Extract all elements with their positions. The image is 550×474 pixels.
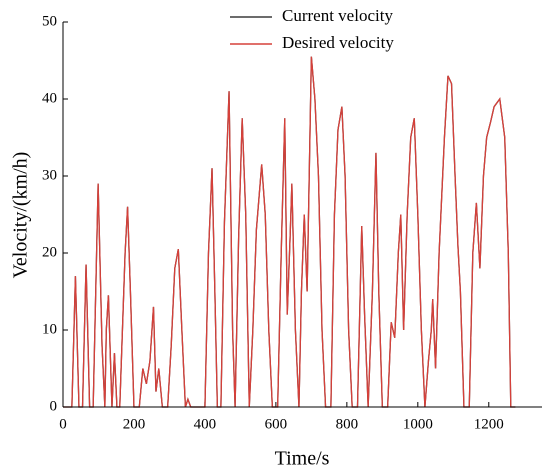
y-tick-label: 40 <box>42 90 57 106</box>
legend-label: Current velocity <box>282 6 393 25</box>
x-tick-label: 800 <box>336 416 359 432</box>
x-tick-label: 0 <box>59 416 67 432</box>
y-tick-label: 50 <box>42 13 57 29</box>
y-tick-label: 30 <box>42 167 57 183</box>
y-tick-label: 20 <box>42 244 57 260</box>
y-tick-label: 0 <box>50 398 58 414</box>
y-tick-label: 10 <box>42 321 57 337</box>
x-tick-label: 1000 <box>403 416 433 432</box>
x-tick-label: 600 <box>265 416 288 432</box>
x-tick-label: 1200 <box>474 416 504 432</box>
series-line <box>63 56 516 408</box>
x-tick-label: 400 <box>194 416 217 432</box>
series-line <box>63 56 516 408</box>
legend-label: Desired velocity <box>282 33 394 52</box>
x-tick-label: 200 <box>123 416 146 432</box>
y-axis-label: Velocity/(km/h) <box>10 152 32 279</box>
x-axis-label: Time/s <box>275 448 330 470</box>
